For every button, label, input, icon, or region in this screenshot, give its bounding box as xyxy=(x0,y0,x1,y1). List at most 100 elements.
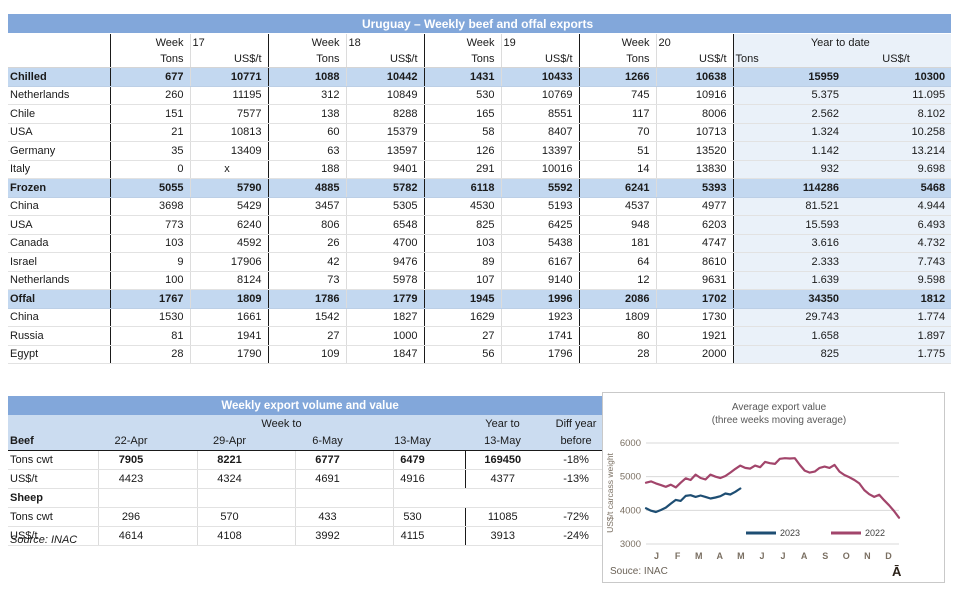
x-tick-label: J xyxy=(654,551,659,561)
ytd-usdt-cell: 1.897 xyxy=(845,326,952,346)
cell: 433 xyxy=(295,507,394,527)
cell: 1923 xyxy=(501,308,580,327)
summary-table: Weekly export volume and value Week to Y… xyxy=(8,396,613,546)
table-row: Israel 9 17906 42 9476 89 6167 64 8610 2.333 7.743 xyxy=(8,252,952,272)
row-label: Israel xyxy=(8,252,111,272)
cell: 745 xyxy=(579,86,657,105)
ytd-usdt-cell: 9.598 xyxy=(845,271,952,290)
cell: 4537 xyxy=(579,197,657,216)
cell: 27 xyxy=(424,326,502,346)
cell: 1431 xyxy=(424,67,502,87)
table2-title: Weekly export volume and value xyxy=(8,396,613,415)
x-tick-label: J xyxy=(781,551,786,561)
cell: 165 xyxy=(424,104,502,124)
tons-header: Tons xyxy=(579,51,657,68)
cell: 70 xyxy=(579,123,657,142)
cell: 6241 xyxy=(579,178,657,198)
cell: 13409 xyxy=(190,141,269,161)
cell: 1996 xyxy=(501,289,580,309)
ytd-usdt-cell: 4.732 xyxy=(845,234,952,253)
cell: 6548 xyxy=(346,215,425,235)
cell: 6240 xyxy=(190,215,269,235)
cell: 806 xyxy=(268,215,347,235)
week-label: Week xyxy=(579,33,657,51)
cell: 56 xyxy=(424,345,502,364)
section-row: Sheep xyxy=(8,488,613,508)
cell: 1000 xyxy=(346,326,425,346)
cell: 7905 xyxy=(98,450,198,470)
cell: 1809 xyxy=(579,308,657,327)
cell: 4700 xyxy=(346,234,425,253)
cell: 1741 xyxy=(501,326,580,346)
table-row: Italy 0 x 188 9401 291 10016 14 13830 932 9.698 xyxy=(8,160,952,179)
x-tick-label: O xyxy=(843,551,850,561)
cell: 8221 xyxy=(197,450,296,470)
cell: 21 xyxy=(110,123,191,142)
cell: 6425 xyxy=(501,215,580,235)
date-header: 22-Apr xyxy=(98,432,197,451)
cell: 8407 xyxy=(501,123,580,142)
cell: 1945 xyxy=(424,289,502,309)
cell: 8124 xyxy=(190,271,269,290)
cell: 117 xyxy=(579,104,657,124)
row-label: Canada xyxy=(8,234,111,253)
cell: 1542 xyxy=(268,308,347,327)
cell: 5782 xyxy=(346,178,425,198)
table1-title: Uruguay – Weekly beef and offal exports xyxy=(8,14,952,34)
cell: 4592 xyxy=(190,234,269,253)
cell: 10713 xyxy=(656,123,734,142)
row-label: Italy xyxy=(8,160,111,179)
cell: 5055 xyxy=(110,178,191,198)
table1-body: Chilled 677 10771 1088 10442 1431 10433 1266 106… xyxy=(8,67,952,364)
table-row: Tons cwt 296 570 433 530 11085 -72% xyxy=(8,507,613,527)
row-label: Egypt xyxy=(8,345,111,364)
corner-logo-glyph: Ā xyxy=(892,564,902,579)
cell: 11085 xyxy=(464,507,540,527)
ytd-tons-cell: 1.142 xyxy=(733,141,845,161)
cell: 9 xyxy=(110,252,191,272)
cell: 3457 xyxy=(268,197,347,216)
empty-cell xyxy=(98,488,198,508)
cell: 6777 xyxy=(295,450,394,470)
x-tick-label: M xyxy=(695,551,703,561)
chart-subtitle: (three weeks moving average) xyxy=(712,415,847,426)
week-number: 17 xyxy=(190,33,269,51)
cell: 6203 xyxy=(656,215,734,235)
cell: 9140 xyxy=(501,271,580,290)
y-axis-title: US$/t carcass weight xyxy=(605,452,615,532)
table-row: USA 21 10813 60 15379 58 8407 70 10713 1.324 10.25… xyxy=(8,123,952,142)
cell: 1941 xyxy=(190,326,269,346)
cell: 64 xyxy=(579,252,657,272)
table-row: USA 773 6240 806 6548 825 6425 948 6203 15.593 6.4… xyxy=(8,215,952,235)
cell: -24% xyxy=(540,526,613,546)
table-row: Russia 81 1941 27 1000 27 1741 80 1921 1.658 1.897 xyxy=(8,326,952,346)
corner-cell xyxy=(8,33,111,51)
cell: 10442 xyxy=(346,67,425,87)
export-value-chart: Average export value (three weeks moving … xyxy=(602,392,945,583)
cell: 9631 xyxy=(656,271,734,290)
row-label: Tons cwt xyxy=(8,450,99,470)
cell: 4423 xyxy=(98,469,198,489)
cell: 63 xyxy=(268,141,347,161)
cell: 4977 xyxy=(656,197,734,216)
row-label: Offal xyxy=(8,289,111,309)
year-to-label: Year to xyxy=(465,415,540,432)
cell: 17906 xyxy=(190,252,269,272)
cell: 6479 xyxy=(393,450,465,470)
cell: 1796 xyxy=(501,345,580,364)
cell: 1661 xyxy=(190,308,269,327)
cell: 1921 xyxy=(656,326,734,346)
empty-cell xyxy=(540,488,613,508)
table2-group-header-row: Week to Year to Diff year xyxy=(8,415,613,432)
cell: 4324 xyxy=(197,469,296,489)
x-tick-label: A xyxy=(717,551,724,561)
cell: 1702 xyxy=(656,289,734,309)
date-header: 29-Apr xyxy=(197,432,295,451)
ytd-tons-cell: 114286 xyxy=(733,178,845,198)
ytd-usdt-cell: 5468 xyxy=(845,178,952,198)
cell: 4747 xyxy=(656,234,734,253)
x-tick-label: S xyxy=(822,551,828,561)
table-row: Netherlands 100 8124 73 5978 107 9140 12 9631 1.6… xyxy=(8,271,952,290)
table-row: Canada 103 4592 26 4700 103 5438 181 4747 3.616 4.… xyxy=(8,234,952,253)
chart-source: Souce: INAC xyxy=(610,566,668,577)
